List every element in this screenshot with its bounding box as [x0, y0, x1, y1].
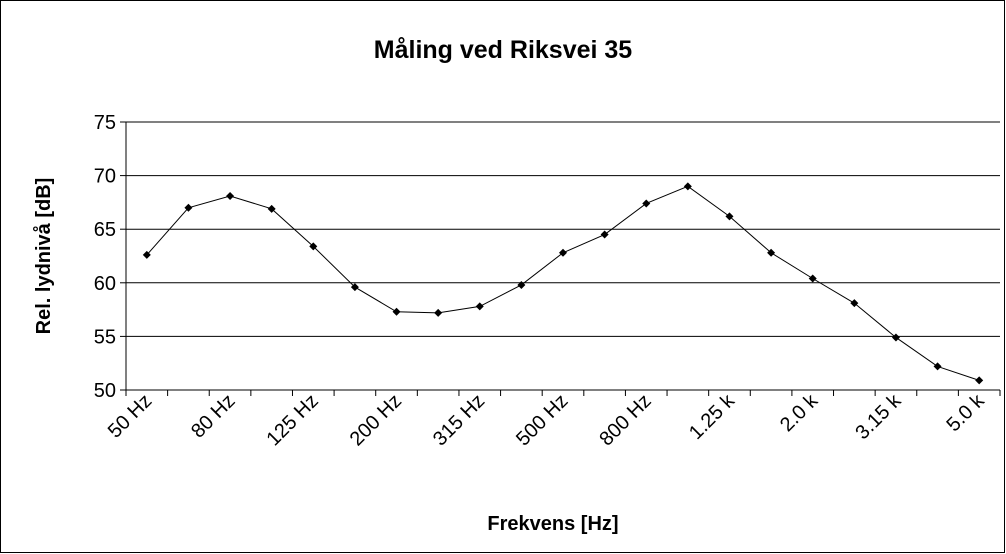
point	[850, 299, 859, 308]
y-tick-label: 50	[94, 380, 116, 402]
point	[683, 182, 692, 191]
point	[933, 362, 942, 371]
point	[309, 242, 318, 251]
y-tick-label: 60	[94, 273, 116, 295]
point	[891, 333, 900, 342]
point	[642, 199, 651, 208]
x-axis-title: Frekvens [Hz]	[487, 513, 618, 535]
y-tick-label: 75	[94, 112, 116, 134]
point	[725, 212, 734, 221]
y-tick-label: 70	[94, 166, 116, 188]
point	[559, 248, 567, 257]
chart-title: Måling ved Riksvei 35	[374, 36, 633, 64]
y-tick-label: 55	[94, 326, 116, 348]
point	[184, 203, 193, 212]
point	[600, 230, 609, 239]
point	[226, 191, 235, 200]
point	[392, 307, 401, 316]
point	[142, 250, 151, 259]
point	[975, 376, 984, 385]
point	[350, 283, 359, 292]
point	[434, 308, 443, 317]
point	[517, 280, 526, 289]
point	[475, 302, 484, 311]
y-tick-label: 65	[94, 219, 116, 241]
y-axis-title: Rel. lydnivå [dB]	[32, 178, 55, 335]
point	[267, 204, 276, 213]
point	[767, 248, 776, 257]
point	[808, 274, 817, 283]
